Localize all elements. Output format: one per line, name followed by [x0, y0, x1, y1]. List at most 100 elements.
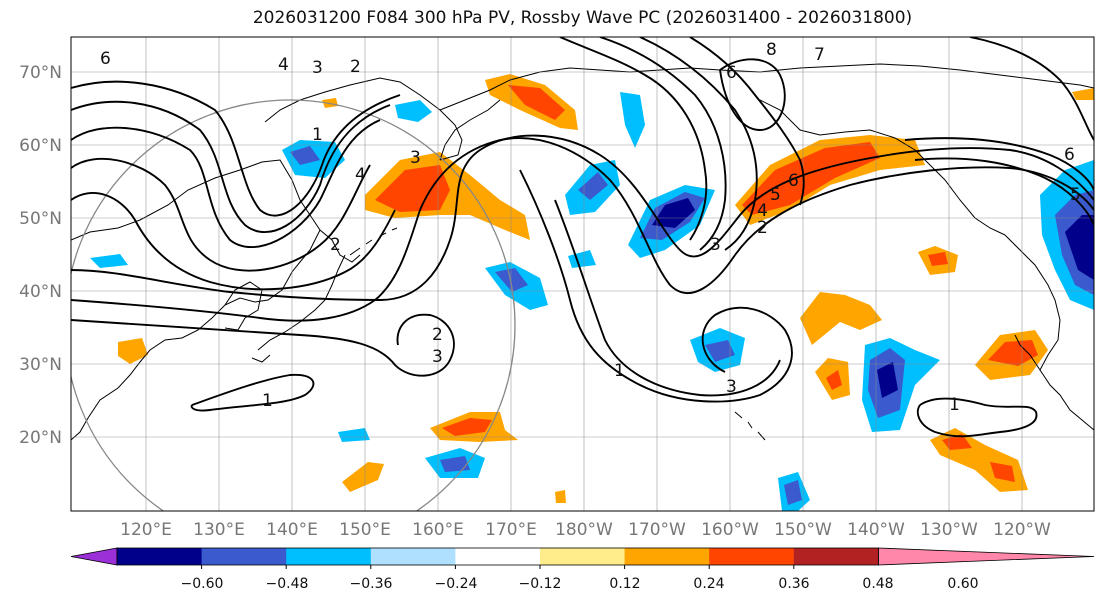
anomaly-negative-subtropic-deep [877, 362, 898, 398]
lat-label: 70°N [19, 63, 62, 83]
latitude-labels: 70°N 60°N 50°N 40°N 30°N 20°N [19, 63, 62, 448]
anomaly-negative-pacific-south-core [495, 268, 528, 292]
lon-label: 140°W [847, 520, 905, 540]
anomaly-positive-baja-core [988, 340, 1038, 366]
lon-label: 130°E [193, 520, 245, 540]
colorbar-label: −0.12 [519, 576, 562, 592]
anomaly-negative-small-west [90, 254, 128, 268]
colorbar-segment [709, 548, 795, 565]
pv-contour-arctic-loop [719, 58, 786, 131]
anomaly-positive-kuril-core [375, 165, 450, 212]
anomaly-positive-small-arctic [1072, 88, 1094, 100]
pv-contour-ridge-3 [639, 37, 758, 251]
colorbar-segment [455, 548, 541, 565]
contour-label-group: 6 4 3 2 1 4 2 3 1 6 8 7 6 5 4 3 2 3 1 6 … [100, 40, 1081, 415]
anomaly-positive-okhotsk-core [508, 85, 565, 120]
colorbar-label: 0.48 [862, 576, 893, 592]
coastline-kamchatka [439, 99, 501, 161]
contour-label: 7 [814, 45, 825, 65]
contour-label: 3 [726, 377, 737, 397]
pv-contour-east-1 [904, 137, 1094, 191]
pv-contour-west-1 [71, 119, 381, 249]
contour-label: 3 [710, 235, 721, 255]
lon-label: 130°W [920, 520, 978, 540]
anomaly-negative-hawaii-north-core [705, 340, 735, 362]
contour-label: 2 [350, 57, 361, 77]
pv-anomaly-fills [90, 74, 1094, 511]
coastline-alaska [689, 63, 1094, 236]
reference-circle [71, 99, 516, 511]
contour-label: 3 [312, 58, 323, 78]
colorbar-segment [624, 548, 710, 565]
contour-label: 8 [766, 40, 777, 60]
pv-contour-subtropic-1 [190, 373, 315, 412]
contour-label: 2 [330, 235, 341, 255]
colorbar-extend-high [878, 547, 1095, 566]
lon-label: 120°E [120, 520, 172, 540]
anomaly-positive-north-america-core [928, 252, 948, 266]
anomaly-positive-hawaii-south-core [826, 370, 842, 390]
contour-label: 4 [757, 201, 768, 221]
anomaly-negative-bering [620, 92, 645, 148]
pv-contour-west-2 [71, 100, 391, 233]
lon-label: 170°W [628, 520, 686, 540]
lon-label: 150°W [774, 520, 832, 540]
contour-label: 4 [278, 55, 289, 75]
lon-label: 150°E [339, 520, 391, 540]
anomaly-positive-subtropic-west-core [442, 418, 492, 436]
lon-label: 170°E [485, 520, 537, 540]
contour-label: 1 [614, 361, 625, 381]
pv-contour-west-4 [71, 157, 371, 272]
anomaly-negative-okhotsk-west [395, 100, 432, 122]
colorbar-segment [286, 548, 372, 565]
contour-label: 3 [432, 347, 443, 367]
map-title: 2026031200 F084 300 hPa PV, Rossby Wave … [252, 8, 913, 28]
contour-label: 5 [1070, 185, 1081, 205]
anomaly-positive-hawaii-west [800, 292, 882, 345]
pv-contour-east-2 [914, 157, 1094, 226]
lon-label: 180°W [555, 520, 613, 540]
colorbar: −0.60 −0.48 −0.36 −0.24 −0.12 0.12 0.24 … [70, 547, 1095, 592]
colorbar-segments [70, 547, 1095, 566]
anomaly-positive-small-philippine [342, 462, 384, 492]
island-chain-kuril [349, 227, 398, 256]
contour-label: 3 [410, 148, 421, 168]
contour-label: 6 [100, 49, 111, 69]
colorbar-segment [540, 548, 626, 565]
coastline-korea [224, 281, 263, 331]
contour-label: 1 [262, 391, 273, 411]
coastline-north-america-west [1004, 234, 1094, 431]
colorbar-label: 0.36 [778, 576, 809, 592]
colorbar-label: 0.24 [693, 576, 724, 592]
anomaly-positive-alaska-core [742, 142, 880, 215]
colorbar-extend-low [70, 547, 118, 566]
anomaly-negative-west-coast-deep [1065, 215, 1094, 280]
lon-label: 140°E [266, 520, 318, 540]
coastline-baja [1014, 334, 1041, 371]
contour-label: 2 [432, 325, 443, 345]
contour-label: 4 [355, 165, 366, 185]
colorbar-label: −0.24 [435, 576, 478, 592]
colorbar-segment [117, 548, 203, 565]
pv-contour-main-jet-3 [71, 313, 455, 377]
anomaly-positive-east-china [118, 338, 148, 364]
pv-contour-main-jet-1 [71, 134, 1094, 301]
pv-contour-west-3 [71, 80, 401, 217]
anomaly-negative-small-a [338, 428, 370, 442]
colorbar-label: −0.60 [181, 576, 224, 592]
anomaly-negative-small-south-core [784, 480, 802, 505]
contour-label: 1 [312, 125, 323, 145]
colorbar-segment [201, 548, 287, 565]
colorbar-segment [793, 548, 879, 565]
contour-label: 2 [757, 218, 768, 238]
colorbar-ticks [201, 565, 795, 569]
pv-contour-mid-pacific [519, 169, 793, 403]
colorbar-labels: −0.60 −0.48 −0.36 −0.24 −0.12 0.12 0.24 … [181, 576, 979, 592]
lon-label: 120°W [993, 520, 1051, 540]
coastline-japan [251, 254, 346, 363]
contour-label: 1 [949, 395, 960, 415]
colorbar-label: −0.48 [266, 576, 309, 592]
pv-contour-west-5 [71, 192, 396, 291]
map-frame [70, 36, 1095, 512]
